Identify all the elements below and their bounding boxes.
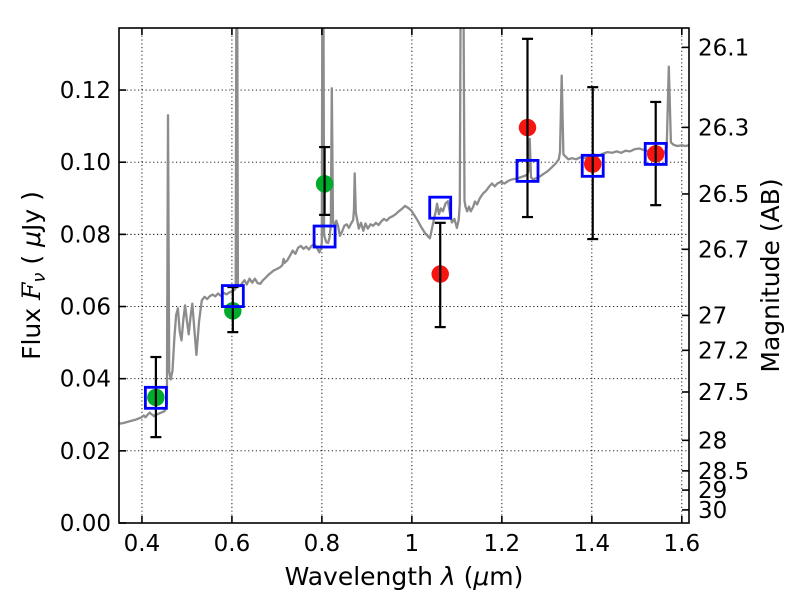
y-axis-left-tick-label: 0.10 [60, 150, 111, 176]
y-axis-left-tick-label: 0.00 [60, 511, 111, 537]
x-axis-title: Wavelength λ (μm) [285, 562, 524, 591]
model-photometry-point [143, 385, 168, 410]
y-axis-left-tick-label: 0.04 [60, 367, 111, 393]
y-axis-left-tick-label: 0.08 [60, 222, 111, 248]
model-photometry-point [428, 195, 453, 220]
y-axis-right-tick-label: 27.2 [698, 338, 749, 364]
x-axis-tick-label: 1.6 [664, 531, 701, 557]
y-axis-left-tick-label: 0.06 [60, 295, 111, 321]
y-axis-left-tick-label: 0.02 [60, 439, 111, 465]
axes-spines [118, 27, 690, 524]
y-axis-right-tick-label: 30 [698, 498, 727, 524]
y-axis-right-tick-label: 26.5 [698, 182, 749, 208]
y-axis-right-tick-label: 29 [698, 478, 727, 504]
model-photometry-point [312, 224, 337, 249]
x-axis-tick-label: 0.6 [214, 531, 251, 557]
model-photometry-point [580, 153, 605, 178]
x-axis-tick-label: 1.4 [574, 531, 611, 557]
y-axis-left-title: Flux Fν ( μJy ) [17, 191, 50, 360]
y-axis-right-tick-label: 28 [698, 428, 727, 454]
y-axis-right-tick-label: 26.1 [698, 35, 749, 61]
model-photometry-point [220, 284, 245, 308]
x-axis-tick-label: 1.2 [484, 531, 521, 557]
y-axis-right-tick-label: 28.5 [698, 459, 749, 485]
y-axis-right-tick-label: 27 [698, 303, 727, 329]
y-axis-left-tick-label: 0.12 [60, 78, 111, 104]
model-photometry-point [515, 158, 540, 183]
y-axis-right-tick-label: 26.7 [698, 237, 749, 263]
model-spectrum-line [119, 28, 689, 425]
x-axis-tick-label: 1 [405, 531, 420, 557]
x-axis-tick-label: 0.4 [124, 531, 161, 557]
y-axis-right-tick-label: 27.5 [698, 380, 749, 406]
y-axis-right-title: Magnitude (AB) [756, 178, 785, 372]
y-axis-right-tick-label: 26.3 [698, 115, 749, 141]
x-axis-tick-label: 0.8 [304, 531, 341, 557]
model-photometry-point [643, 142, 668, 166]
